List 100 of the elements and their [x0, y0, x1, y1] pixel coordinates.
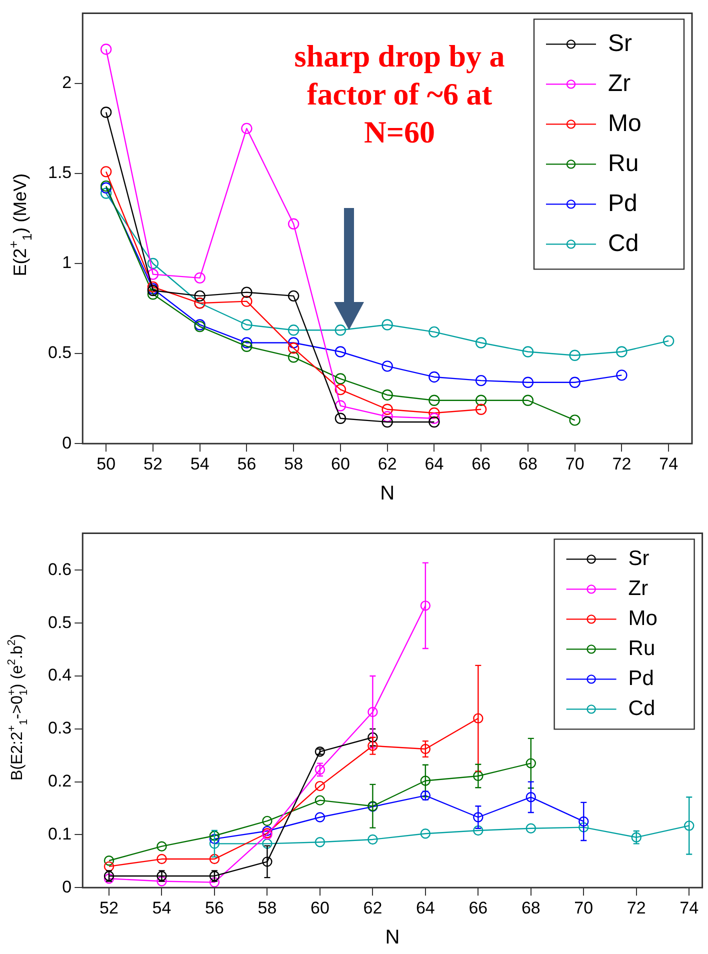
- point: [241, 340, 252, 352]
- x-tick-label: 74: [680, 898, 699, 918]
- point: [209, 877, 220, 888]
- point: [288, 337, 300, 348]
- point: [368, 834, 378, 845]
- point: [522, 376, 534, 388]
- point: [314, 780, 326, 792]
- x-tick-label: 50: [96, 454, 116, 474]
- point: [473, 825, 484, 836]
- x-tick-label: 56: [205, 898, 224, 918]
- point: [156, 841, 167, 852]
- point: [334, 346, 346, 358]
- point: [473, 770, 484, 782]
- point: [382, 416, 393, 428]
- legend-label: Mo: [608, 110, 642, 137]
- point: [382, 404, 393, 415]
- point: [428, 416, 440, 428]
- legend-label: Zr: [608, 70, 631, 97]
- point: [288, 342, 300, 354]
- x-tick-label: 72: [612, 454, 632, 474]
- point: [262, 816, 272, 826]
- point: [334, 324, 346, 336]
- point: [475, 404, 487, 415]
- point: [194, 272, 206, 284]
- legend-label: Zr: [628, 576, 648, 600]
- point: [209, 830, 220, 841]
- point: [368, 740, 378, 751]
- y-tick-label: 0.6: [48, 560, 72, 579]
- y-axis-title: E(2+1) (MeV): [6, 173, 34, 276]
- point: [209, 854, 220, 864]
- point: [241, 337, 252, 348]
- point: [475, 394, 487, 406]
- point: [262, 826, 272, 836]
- x-tick-label: 58: [284, 454, 304, 474]
- point: [288, 290, 300, 302]
- x-tick-label: 66: [472, 454, 491, 474]
- x-tick-label: 60: [310, 898, 330, 918]
- point: [100, 106, 112, 118]
- x-tick-label: 64: [424, 454, 444, 474]
- x-tick-label: 60: [330, 454, 350, 474]
- point: [382, 319, 393, 330]
- point: [147, 288, 159, 300]
- legend-label: Mo: [628, 606, 658, 630]
- point: [475, 337, 487, 348]
- point: [428, 371, 440, 383]
- point: [616, 370, 628, 381]
- point: [522, 346, 534, 358]
- point: [147, 258, 159, 270]
- point: [262, 856, 272, 867]
- point: [662, 335, 674, 347]
- point: [288, 324, 300, 336]
- point: [368, 706, 378, 718]
- y-tick-label: 0.1: [48, 824, 72, 844]
- point: [334, 384, 346, 396]
- y-tick-label: 1.5: [48, 163, 72, 182]
- point: [241, 319, 252, 330]
- legend-label: Sr: [628, 546, 650, 570]
- point: [578, 822, 589, 832]
- point: [334, 412, 346, 424]
- point: [428, 394, 440, 406]
- point: [241, 296, 252, 307]
- x-tick-label: 72: [626, 898, 646, 918]
- point: [684, 820, 694, 831]
- x-tick-label: 52: [143, 454, 162, 474]
- x-tick-label: 70: [565, 454, 584, 474]
- y-tick-label: 0.5: [48, 612, 72, 632]
- point: [578, 816, 589, 827]
- y-tick-label: 0: [62, 433, 72, 452]
- point: [147, 268, 159, 280]
- legend-label: Pd: [628, 666, 654, 690]
- x-tick-label: 66: [468, 898, 488, 918]
- x-tick-label: 62: [363, 898, 382, 918]
- x-tick-label: 58: [258, 898, 277, 918]
- legend-label: Pd: [608, 190, 638, 217]
- x-tick-label: 68: [518, 454, 538, 474]
- point: [314, 795, 326, 806]
- point: [156, 876, 167, 886]
- x-tick-label: 52: [100, 898, 118, 918]
- y-tick-label: 0.4: [48, 666, 72, 685]
- x-tick-label: 62: [378, 454, 397, 474]
- point: [209, 834, 220, 844]
- x-axis-title: N: [385, 926, 400, 949]
- y-tick-label: 2: [62, 73, 72, 92]
- point: [428, 407, 440, 419]
- point: [262, 838, 272, 849]
- point: [241, 286, 252, 298]
- x-tick-label: 56: [237, 454, 256, 474]
- point: [382, 410, 393, 422]
- point: [526, 792, 536, 802]
- point: [428, 326, 440, 338]
- point: [473, 812, 484, 822]
- point: [420, 600, 431, 611]
- point: [288, 218, 300, 230]
- point: [569, 414, 580, 426]
- legend-label: Ru: [608, 150, 639, 177]
- point: [334, 373, 346, 384]
- x-tick-label: 54: [152, 898, 172, 918]
- point: [194, 290, 206, 302]
- point: [288, 352, 300, 363]
- point: [334, 400, 346, 412]
